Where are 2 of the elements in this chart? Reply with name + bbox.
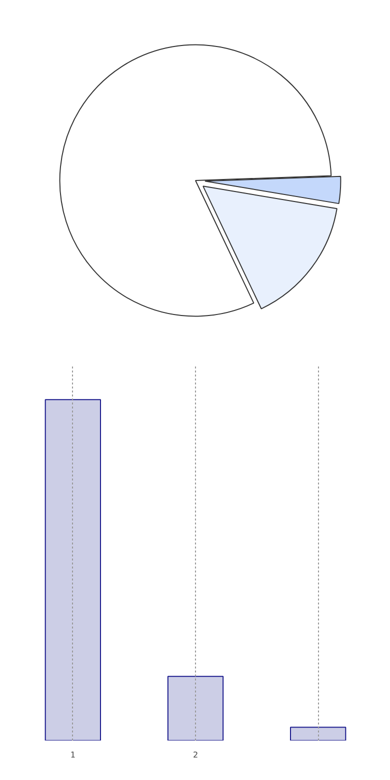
x-tick-label: 2 (192, 750, 198, 760)
x-tick-label: 1 (70, 750, 76, 760)
